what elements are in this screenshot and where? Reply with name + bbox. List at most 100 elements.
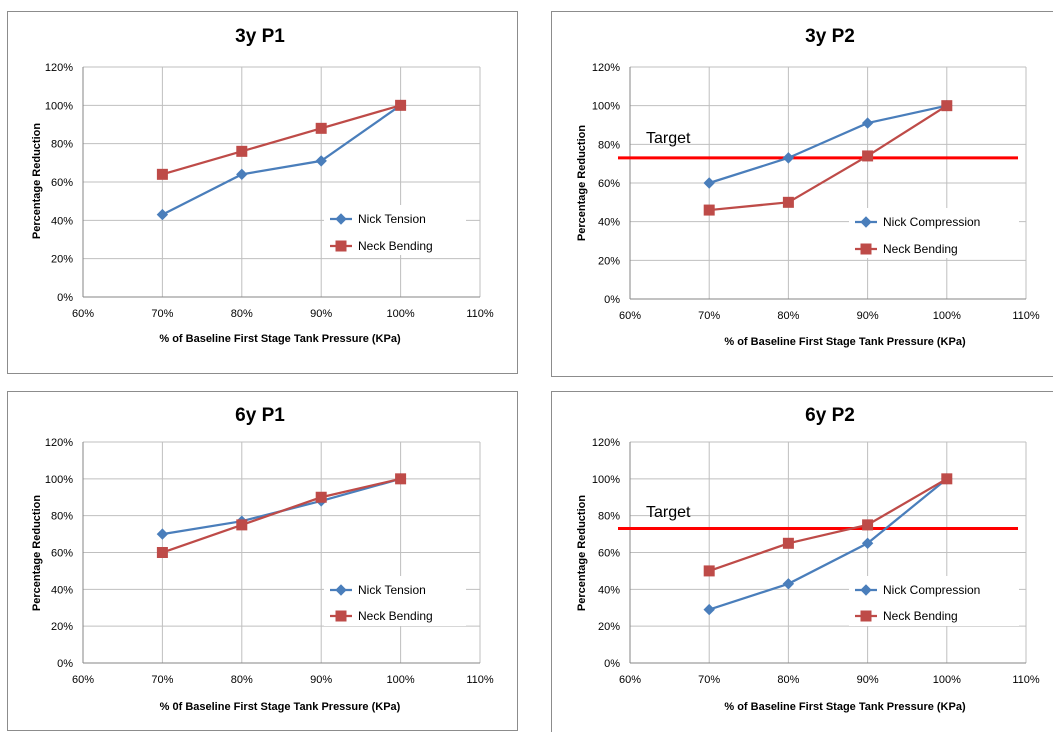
x-tick-label: 100% (933, 674, 961, 686)
y-tick-label: 60% (51, 177, 73, 189)
data-point-1 (782, 578, 795, 590)
data-point-1 (861, 537, 874, 549)
y-tick-label: 40% (51, 584, 73, 596)
y-tick-label: 60% (51, 548, 73, 560)
y-tick-label: 120% (592, 437, 620, 449)
legend-marker (860, 584, 872, 596)
legend-box (849, 208, 1019, 258)
data-point-1 (236, 168, 248, 181)
x-tick-label: 100% (933, 310, 961, 322)
x-tick-label: 90% (310, 308, 332, 320)
x-tick-label: 70% (151, 308, 173, 320)
y-tick-label: 40% (598, 584, 620, 596)
data-point-2 (315, 122, 327, 134)
y-axis-label: Percentage Reduction (576, 495, 588, 611)
y-tick-label: 80% (598, 139, 620, 151)
chart-title: 3y P2 (805, 26, 855, 47)
target-label: Target (646, 130, 691, 147)
x-tick-label: 80% (777, 310, 799, 322)
data-point-1 (156, 528, 169, 540)
legend-marker (860, 216, 872, 228)
legend-label: Neck Bending (358, 239, 433, 253)
x-axis-label: % 0f Baseline First Stage Tank Pressure … (160, 701, 401, 713)
series-line-2 (709, 104, 948, 212)
data-point-1 (861, 117, 874, 129)
y-tick-label: 100% (45, 474, 73, 486)
y-axis-label: Percentage Reduction (31, 123, 43, 239)
target-label: Target (646, 504, 691, 521)
y-tick-label: 40% (51, 215, 73, 227)
series-line-1 (708, 104, 948, 185)
x-tick-label: 80% (777, 674, 799, 686)
data-point-2 (395, 473, 407, 485)
x-tick-label: 90% (310, 674, 332, 686)
y-tick-label: 0% (57, 292, 73, 304)
chart-title: 3y P1 (235, 26, 285, 47)
data-point-2 (862, 150, 874, 162)
x-tick-label: 70% (151, 674, 173, 686)
chart-panel-3: 0% 20% 40% 60% 80% 100% 120% 60% 70% 80% 90% 100% 11… (7, 391, 518, 731)
chart-panel-4: 0% 20% 40% 60% 80% 100% 120% 60% 70% 80% 90% 100% 11… (551, 391, 1053, 732)
y-tick-label: 20% (51, 254, 73, 266)
x-tick-label: 110% (466, 674, 494, 686)
chart-panel-2: 0% 20% 40% 60% 80% 100% 120% 60% 70% 80% 90% 100% 11… (551, 11, 1053, 377)
x-tick-label: 110% (1012, 310, 1040, 322)
chart-border (551, 391, 1053, 732)
data-point-2 (941, 100, 953, 112)
legend-label: Neck Bending (358, 609, 433, 623)
x-tick-label: 80% (231, 308, 253, 320)
data-point-2 (315, 491, 327, 503)
x-tick-label: 110% (1012, 674, 1040, 686)
data-point-2 (156, 547, 168, 558)
y-tick-label: 120% (45, 437, 73, 449)
legend-label: Neck Bending (883, 242, 958, 256)
y-tick-label: 60% (598, 178, 620, 190)
data-point-2 (703, 204, 715, 216)
y-tick-label: 80% (51, 139, 73, 151)
x-axis-label: % of Baseline First Stage Tank Pressure … (159, 333, 401, 345)
chart-panel-1: 0% 20% 40% 60% 80% 100% 120% 60% 70% 80% 90% 100% 11… (7, 11, 518, 374)
data-point-2 (703, 565, 715, 577)
x-tick-label: 90% (857, 674, 879, 686)
series-line-2 (162, 477, 401, 554)
x-tick-label: 100% (387, 308, 415, 320)
x-axis-label: % of Baseline First Stage Tank Pressure … (724, 336, 966, 348)
y-tick-label: 60% (598, 548, 620, 560)
series-line-1 (161, 104, 402, 216)
y-axis-label: Percentage Reduction (576, 125, 588, 241)
legend-label: Nick Compression (883, 583, 980, 597)
y-tick-label: 20% (598, 255, 620, 267)
y-axis-label: Percentage Reduction (31, 495, 43, 611)
legend-label: Nick Tension (358, 583, 426, 597)
x-tick-label: 90% (857, 310, 879, 322)
data-point-1 (782, 152, 795, 164)
legend-label: Nick Tension (358, 212, 426, 226)
x-tick-label: 70% (698, 310, 720, 322)
legend-label: Nick Compression (883, 215, 980, 229)
x-tick-label: 100% (387, 674, 415, 686)
legend-label: Neck Bending (883, 609, 958, 623)
y-tick-label: 0% (604, 294, 620, 306)
legend-marker (335, 584, 347, 596)
data-point-1 (156, 208, 169, 221)
data-point-1 (315, 155, 327, 167)
legend-marker (860, 610, 872, 622)
y-tick-label: 120% (45, 62, 73, 74)
y-tick-label: 100% (592, 474, 620, 486)
legend-marker (335, 213, 347, 225)
data-point-2 (156, 168, 168, 180)
chart-border (7, 391, 518, 731)
data-point-1 (703, 603, 715, 616)
y-tick-label: 100% (45, 100, 73, 112)
chart-border (7, 11, 518, 374)
series-line-1 (708, 477, 948, 611)
y-tick-label: 120% (592, 62, 620, 74)
y-tick-label: 80% (598, 511, 620, 523)
y-tick-label: 40% (598, 217, 620, 229)
y-tick-label: 100% (592, 101, 620, 113)
chart-title: 6y P1 (235, 405, 285, 426)
data-point-1 (703, 177, 715, 189)
x-tick-label: 60% (619, 310, 641, 322)
x-tick-label: 80% (231, 674, 253, 686)
y-tick-label: 80% (51, 511, 73, 523)
